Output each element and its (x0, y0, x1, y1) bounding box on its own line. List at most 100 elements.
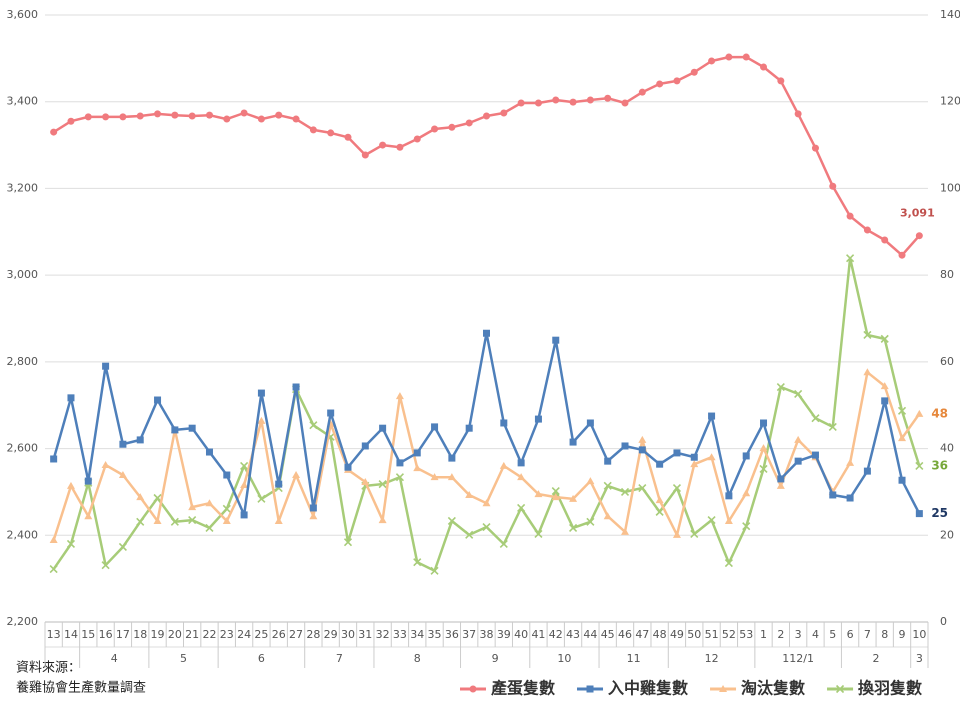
x-tick-label: 3 (795, 628, 802, 641)
x-tick-label: 21 (185, 628, 199, 641)
point (898, 476, 906, 484)
point (811, 451, 819, 459)
point (638, 483, 647, 493)
point (794, 110, 802, 118)
point (153, 493, 162, 503)
x-tick-label: 42 (549, 628, 563, 641)
point (101, 461, 110, 469)
x-tick-label: 38 (480, 628, 494, 641)
x-tick-label: 15 (81, 628, 95, 641)
point (760, 63, 768, 71)
point (171, 426, 179, 434)
point (586, 517, 595, 526)
point (586, 419, 594, 427)
point (483, 112, 490, 120)
x-tick-label: 47 (635, 628, 649, 641)
point (378, 480, 387, 489)
point (118, 471, 127, 479)
point (448, 123, 456, 131)
point (223, 471, 231, 479)
x-tick-label: 26 (272, 628, 286, 641)
y2-tick-label: 0 (940, 615, 947, 628)
point (863, 330, 872, 340)
y2-tick-label: 60 (940, 355, 954, 368)
point (469, 685, 477, 693)
point (638, 88, 646, 96)
point (223, 115, 231, 123)
x-tick-label: 51 (705, 628, 719, 641)
point (66, 481, 75, 489)
point (222, 504, 231, 513)
point (915, 232, 923, 240)
point (552, 96, 560, 104)
y-tick-label: 2,400 (7, 528, 39, 541)
x-tick-label: 4 (812, 628, 819, 641)
x-tick-label: 45 (601, 628, 615, 641)
point (67, 394, 75, 402)
x-tick-label: 35 (428, 628, 442, 641)
point (776, 382, 785, 392)
point (447, 516, 456, 526)
point (257, 389, 265, 397)
point (534, 99, 542, 107)
x-tick-label: 41 (531, 628, 545, 641)
point (275, 111, 283, 119)
x-tick-label: 20 (168, 628, 182, 641)
point (517, 473, 526, 481)
point (551, 493, 560, 501)
point (707, 453, 716, 461)
point (724, 558, 733, 568)
point (707, 516, 716, 525)
point (811, 144, 819, 152)
x-tick-label: 40 (514, 628, 528, 641)
point (863, 226, 871, 234)
x-tick-label: 13 (47, 628, 61, 641)
x-tick-label: 23 (220, 628, 234, 641)
group-label: 112/1 (782, 652, 814, 665)
y2-tick-label: 40 (940, 442, 954, 455)
point (638, 435, 647, 443)
point (257, 494, 266, 503)
x-tick-label: 46 (618, 628, 632, 641)
point (690, 460, 699, 468)
point (205, 111, 213, 119)
point (101, 561, 110, 570)
point (430, 566, 439, 575)
point (379, 424, 387, 432)
x-tick-label: 39 (497, 628, 511, 641)
point (828, 422, 837, 431)
x-tick-label: 22 (202, 628, 216, 641)
point (863, 467, 871, 475)
point (395, 392, 404, 400)
point (343, 538, 353, 547)
x-tick-label: 6 (847, 628, 854, 641)
point (742, 452, 750, 460)
point (620, 487, 630, 496)
point (673, 449, 681, 457)
x-tick-label: 36 (445, 628, 459, 641)
point (465, 530, 474, 539)
point (84, 512, 93, 520)
source-label: 資料來源： (16, 661, 81, 676)
point (413, 135, 421, 143)
x-tick-label: 49 (670, 628, 684, 641)
point (898, 251, 906, 259)
point (102, 113, 110, 121)
point (482, 522, 491, 532)
group-label: 5 (180, 652, 187, 665)
x-tick-label: 52 (722, 628, 736, 641)
point (586, 477, 595, 485)
x-tick-label: 1 (760, 628, 767, 641)
point (569, 438, 577, 446)
point (863, 368, 872, 376)
point (621, 442, 629, 450)
point (759, 464, 768, 474)
point (777, 77, 785, 85)
point (378, 516, 387, 524)
point (240, 511, 248, 519)
point (188, 112, 196, 120)
point (719, 685, 728, 692)
point (829, 182, 837, 190)
point (846, 458, 855, 466)
